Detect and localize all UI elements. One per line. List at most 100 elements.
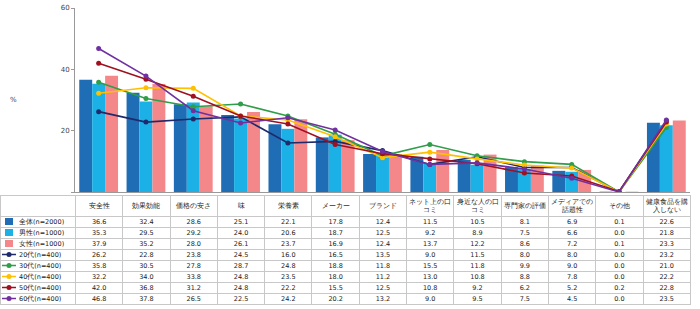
html-text:メディアでの話題性: メディアでの話題性 (551, 198, 594, 214)
html-text:50代(n=400): 50代(n=400) (19, 283, 62, 292)
html-text:32.2: 32.2 (91, 272, 107, 281)
html-text:24.0: 24.0 (233, 228, 249, 237)
html-text:34.0: 34.0 (139, 272, 154, 281)
html-text:12.2: 12.2 (470, 239, 485, 248)
html-text:12.4: 12.4 (375, 239, 391, 248)
svg-text:40: 40 (61, 66, 70, 74)
html-text:20代(n=400): 20代(n=400) (19, 250, 62, 259)
html-text:35.3: 35.3 (91, 228, 107, 237)
html-text:24.5: 24.5 (233, 250, 249, 259)
html-text:11.5: 11.5 (470, 250, 485, 259)
html-text:0.0: 0.0 (614, 272, 625, 281)
html-text:8.0: 8.0 (519, 250, 530, 259)
html-text:13.7: 13.7 (423, 239, 438, 248)
html-text:18.7: 18.7 (328, 228, 343, 237)
html-text:24.8: 24.8 (233, 272, 249, 281)
html-text:健康食品を購入しない: 健康食品を購入しない (645, 198, 688, 214)
html-text:8.6: 8.6 (519, 239, 530, 248)
html-text:23.8: 23.8 (186, 250, 201, 259)
html-text:11.8: 11.8 (470, 261, 485, 270)
html-text:29.5: 29.5 (139, 228, 154, 237)
html-text:28.7: 28.7 (233, 261, 249, 270)
html-text:21.0: 21.0 (659, 261, 674, 270)
html-text:18.8: 18.8 (328, 261, 343, 270)
html-text:9.2: 9.2 (425, 228, 436, 237)
html-text:6.6: 6.6 (566, 228, 578, 237)
html-text:22.2: 22.2 (659, 272, 674, 281)
html-text:身近な人の口コミ: 身近な人の口コミ (456, 198, 499, 214)
html-text:22.6: 22.6 (659, 217, 674, 226)
html-text:12.5: 12.5 (375, 283, 391, 292)
svg-text:60: 60 (61, 4, 70, 12)
html-text:35.2: 35.2 (139, 239, 154, 248)
html-text:9.9: 9.9 (519, 261, 530, 270)
html-text:8.8: 8.8 (519, 272, 530, 281)
html-text:女性(n=1000): 女性(n=1000) (19, 239, 65, 248)
html-text:11.2: 11.2 (375, 272, 391, 281)
html-text:32.4: 32.4 (139, 217, 154, 226)
html-text:28.6: 28.6 (186, 217, 201, 226)
html-text:30代(n=400): 30代(n=400) (19, 261, 62, 270)
html-text:17.8: 17.8 (328, 217, 343, 226)
html-text:16.5: 16.5 (328, 250, 343, 259)
html-text:10.5: 10.5 (470, 217, 485, 226)
html-text:35.8: 35.8 (91, 261, 107, 270)
html-text:7.5: 7.5 (519, 228, 530, 237)
html-text:0.1: 0.1 (614, 239, 625, 248)
html-text:24.8: 24.8 (281, 261, 296, 270)
html-text:25.1: 25.1 (233, 217, 249, 226)
html-text:12.5: 12.5 (375, 228, 391, 237)
html-text:42.0: 42.0 (91, 283, 107, 292)
html-text:23.5: 23.5 (281, 272, 296, 281)
html-text:9.0: 9.0 (566, 261, 578, 270)
html-text:23.2: 23.2 (659, 250, 674, 259)
html-text:13.0: 13.0 (423, 272, 438, 281)
html-text:8.1: 8.1 (519, 217, 530, 226)
html-text:27.8: 27.8 (186, 261, 201, 270)
html-text:13.5: 13.5 (375, 250, 391, 259)
html-text:26.1: 26.1 (233, 239, 249, 248)
html-text:36.8: 36.8 (139, 283, 154, 292)
html-text:18.0: 18.0 (328, 272, 343, 281)
html-text:6.9: 6.9 (566, 217, 578, 226)
html-text:0.0: 0.0 (614, 261, 625, 270)
html-text:40代(n=400): 40代(n=400) (19, 272, 62, 281)
html-text:8.0: 8.0 (566, 250, 578, 259)
html-text:20.6: 20.6 (281, 228, 296, 237)
html-text:ネット上の口コミ: ネット上の口コミ (409, 198, 452, 214)
html-text:15.5: 15.5 (328, 283, 343, 292)
html-text:31.2: 31.2 (186, 283, 201, 292)
html-text:16.0: 16.0 (281, 250, 296, 259)
html-text:22.1: 22.1 (281, 217, 296, 226)
html-text:11.8: 11.8 (375, 261, 391, 270)
html-text:16.9: 16.9 (328, 239, 343, 248)
html-text:22.2: 22.2 (281, 283, 296, 292)
svg-text:%: % (10, 96, 17, 104)
html-text:30.5: 30.5 (139, 261, 154, 270)
html-text:0.1: 0.1 (614, 217, 625, 226)
html-text:22.8: 22.8 (139, 250, 154, 259)
html-text:23.3: 23.3 (659, 239, 674, 248)
html-text:26.2: 26.2 (91, 250, 107, 259)
html-text:7.8: 7.8 (566, 272, 578, 281)
html-text:33.8: 33.8 (186, 272, 201, 281)
html-text:21.8: 21.8 (659, 228, 674, 237)
html-text:10.8: 10.8 (470, 272, 485, 281)
html-text:15.5: 15.5 (423, 261, 438, 270)
html-text:7.2: 7.2 (566, 239, 578, 248)
html-text:29.2: 29.2 (186, 228, 201, 237)
svg-text:20: 20 (61, 127, 70, 135)
html-text:男性(n=1000): 男性(n=1000) (19, 228, 65, 237)
html-text:0.0: 0.0 (614, 228, 625, 237)
html-text:0.0: 0.0 (614, 250, 625, 259)
html-text:9.0: 9.0 (425, 250, 436, 259)
html-text:11.5: 11.5 (423, 217, 438, 226)
html-text:37.9: 37.9 (91, 239, 107, 248)
html-text:8.9: 8.9 (472, 228, 483, 237)
html-text:28.0: 28.0 (186, 239, 201, 248)
html-text:12.4: 12.4 (375, 217, 391, 226)
html-text:23.7: 23.7 (281, 239, 296, 248)
html-text:全体(n=2000): 全体(n=2000) (19, 217, 65, 226)
html-text:24.8: 24.8 (233, 283, 249, 292)
html-text:36.6: 36.6 (91, 217, 107, 226)
